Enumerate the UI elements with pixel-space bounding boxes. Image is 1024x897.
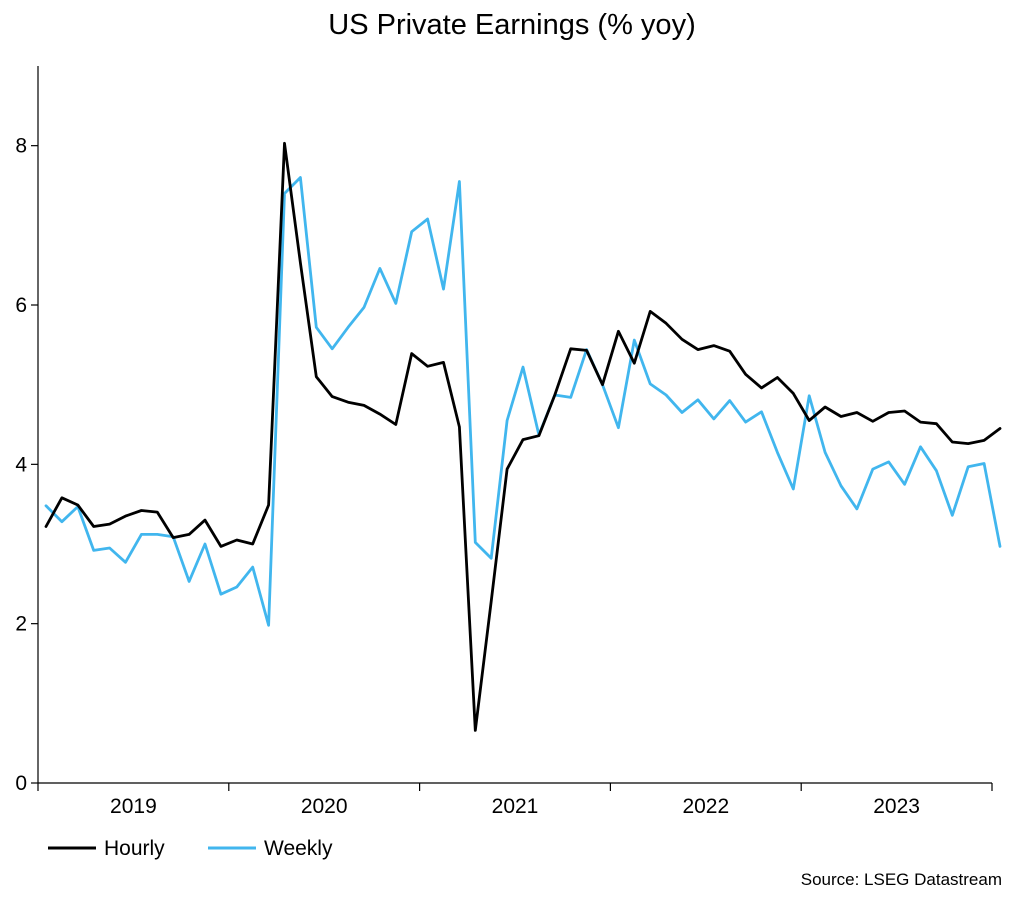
y-tick-label: 0 — [15, 772, 27, 795]
source-note: Source: LSEG Datastream — [801, 870, 1002, 889]
y-tick-label: 8 — [15, 135, 27, 158]
series-layer — [44, 141, 1002, 732]
x-tick-label: 2020 — [301, 795, 348, 818]
y-tick-label: 4 — [15, 453, 27, 476]
x-tick-label: 2021 — [492, 795, 539, 818]
x-tick-label: 2023 — [873, 795, 920, 818]
legend: Hourly Weekly — [48, 837, 333, 860]
chart-title: US Private Earnings (% yoy) — [328, 9, 695, 41]
series-line-hourly — [44, 141, 1002, 732]
x-tick-label: 2019 — [110, 795, 157, 818]
legend-label-weekly: Weekly — [264, 837, 333, 860]
legend-label-hourly: Hourly — [104, 837, 165, 860]
y-tick-label: 2 — [15, 613, 27, 636]
y-axis-ticks: 0 2 4 6 8 — [15, 135, 38, 795]
x-axis-ticks: 2019 2020 2021 2022 2023 — [37, 783, 993, 818]
series-line-weekly — [44, 176, 1002, 627]
y-tick-label: 6 — [15, 294, 27, 317]
x-tick-label: 2022 — [682, 795, 729, 818]
